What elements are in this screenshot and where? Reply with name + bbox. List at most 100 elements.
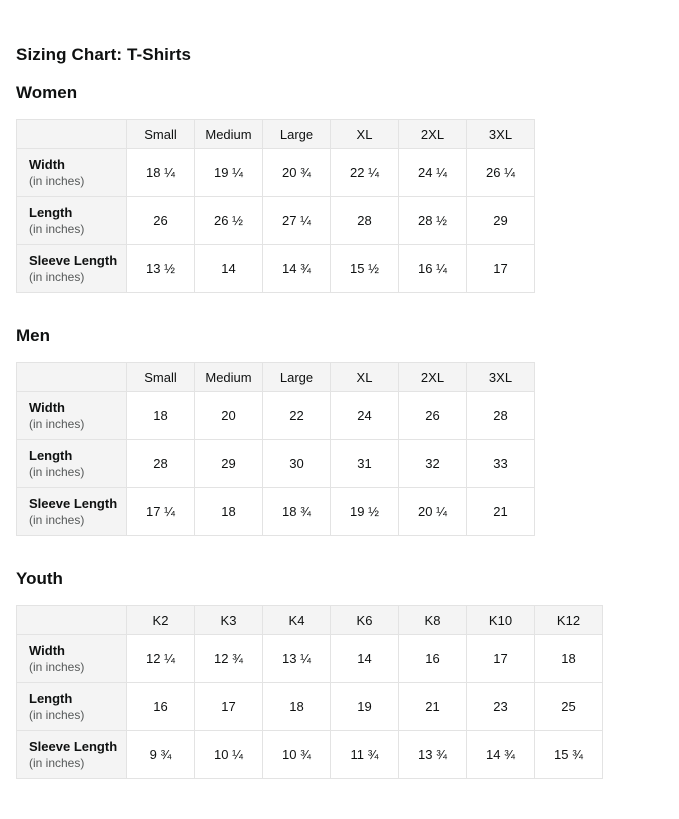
corner-cell [16, 605, 127, 635]
table-row: Width (in inches) 18 ¼ 19 ¼ 20 ¾ 22 ¼ 24 ¼ 26 ¼ [16, 148, 535, 197]
size-table-body: Width (in inches) 12 ¼ 12 ¾ 13 ¼ 14 16 17 18 Leng… [16, 634, 603, 779]
size-value-cell: 17 [466, 634, 535, 683]
row-label-cell: Width (in inches) [16, 634, 127, 683]
row-label-note: (in inches) [29, 465, 85, 479]
size-value-cell: 18 [194, 487, 263, 536]
size-value-cell: 27 ¼ [262, 196, 331, 245]
size-value-cell: 20 ¾ [262, 148, 331, 197]
row-label: Width [29, 400, 65, 415]
table-row: Length (in inches) 28 29 30 31 32 33 [16, 439, 535, 488]
size-value-cell: 16 [398, 634, 467, 683]
size-value-cell: 23 [466, 682, 535, 731]
size-value-cell: 26 ½ [194, 196, 263, 245]
size-value-cell: 28 [126, 439, 195, 488]
column-header-cell: K3 [194, 605, 263, 635]
size-value-cell: 14 [194, 244, 263, 293]
row-label: Width [29, 643, 65, 658]
size-value-cell: 13 ¼ [262, 634, 331, 683]
column-header-cell: 3XL [466, 362, 535, 392]
table-row: Sleeve Length (in inches) 13 ½ 14 14 ¾ 15 ½ 16… [16, 244, 535, 293]
row-label-cell: Sleeve Length (in inches) [16, 487, 127, 536]
table-row: Length (in inches) 26 26 ½ 27 ¼ 28 28 ½ 29 [16, 196, 535, 245]
row-label: Width [29, 157, 65, 172]
size-value-cell: 28 ½ [398, 196, 467, 245]
column-header-cell: Medium [194, 362, 263, 392]
size-value-cell: 11 ¾ [330, 730, 399, 779]
table-row: Sleeve Length (in inches) 17 ¼ 18 18 ¾ 19 ½ 20… [16, 487, 535, 536]
size-value-cell: 28 [466, 391, 535, 440]
row-label: Sleeve Length [29, 496, 118, 511]
size-value-cell: 20 [194, 391, 263, 440]
size-value-cell: 17 [466, 244, 535, 293]
size-value-cell: 12 ¾ [194, 634, 263, 683]
row-label-note: (in inches) [29, 708, 85, 722]
size-value-cell: 33 [466, 439, 535, 488]
corner-cell [16, 119, 127, 149]
column-header-cell: K10 [466, 605, 535, 635]
size-section-men: Men Small Medium Large XL 2XL 3XL Width (in inch… [16, 325, 663, 536]
size-value-cell: 22 [262, 391, 331, 440]
size-value-cell: 13 ¾ [398, 730, 467, 779]
size-value-cell: 15 ¾ [534, 730, 603, 779]
size-value-cell: 31 [330, 439, 399, 488]
size-value-cell: 16 [126, 682, 195, 731]
column-header-cell: Small [126, 362, 195, 392]
size-value-cell: 19 [330, 682, 399, 731]
size-value-cell: 24 ¼ [398, 148, 467, 197]
row-label-cell: Width (in inches) [16, 148, 127, 197]
size-value-cell: 16 ¼ [398, 244, 467, 293]
column-header-cell: 2XL [398, 362, 467, 392]
header-row: K2 K3 K4 K6 K8 K10 K12 [16, 605, 603, 635]
size-value-cell: 9 ¾ [126, 730, 195, 779]
column-header-cell: K6 [330, 605, 399, 635]
column-header-cell: 3XL [466, 119, 535, 149]
row-label-note: (in inches) [29, 270, 85, 284]
page-title: Sizing Chart: T-Shirts [16, 45, 192, 64]
column-header-cell: Small [126, 119, 195, 149]
size-value-cell: 18 [534, 634, 603, 683]
column-header-cell: Large [262, 362, 331, 392]
row-label: Length [29, 691, 73, 706]
size-value-cell: 18 [126, 391, 195, 440]
size-value-cell: 26 [398, 391, 467, 440]
size-value-cell: 19 ½ [330, 487, 399, 536]
row-label: Sleeve Length [29, 253, 118, 268]
size-value-cell: 18 ¼ [126, 148, 195, 197]
column-header-cell: XL [330, 119, 399, 149]
table-row: Width (in inches) 12 ¼ 12 ¾ 13 ¼ 14 16 17 18 [16, 634, 603, 683]
section-heading: Women [16, 83, 78, 102]
table-row: Width (in inches) 18 20 22 24 26 28 [16, 391, 535, 440]
size-table-head: Small Medium Large XL 2XL 3XL [16, 119, 535, 149]
header-row: Small Medium Large XL 2XL 3XL [16, 362, 535, 392]
size-value-cell: 28 [330, 196, 399, 245]
section-heading: Men [16, 326, 50, 345]
header-row: Small Medium Large XL 2XL 3XL [16, 119, 535, 149]
size-value-cell: 19 ¼ [194, 148, 263, 197]
table-row: Length (in inches) 16 17 18 19 21 23 25 [16, 682, 603, 731]
size-table-head: Small Medium Large XL 2XL 3XL [16, 362, 535, 392]
size-table-head: K2 K3 K4 K6 K8 K10 K12 [16, 605, 603, 635]
size-value-cell: 14 ¾ [466, 730, 535, 779]
row-label-cell: Sleeve Length (in inches) [16, 730, 127, 779]
column-header-cell: Medium [194, 119, 263, 149]
size-value-cell: 10 ¾ [262, 730, 331, 779]
size-section-youth: Youth K2 K3 K4 K6 K8 K10 K12 Width (in inches) 12 … [16, 568, 663, 779]
column-header-cell: Large [262, 119, 331, 149]
size-value-cell: 21 [466, 487, 535, 536]
size-table: K2 K3 K4 K6 K8 K10 K12 Width (in inches) 12 ¼ 12 ¾… [16, 605, 603, 779]
size-value-cell: 14 ¾ [262, 244, 331, 293]
column-header-cell: K8 [398, 605, 467, 635]
sections-container: Women Small Medium Large XL 2XL 3XL Width (in in… [16, 82, 663, 779]
size-section-women: Women Small Medium Large XL 2XL 3XL Width (in in… [16, 82, 663, 293]
size-value-cell: 18 [262, 682, 331, 731]
size-table-body: Width (in inches) 18 ¼ 19 ¼ 20 ¾ 22 ¼ 24 ¼ 26 ¼… [16, 148, 535, 293]
row-label-note: (in inches) [29, 174, 85, 188]
size-table: Small Medium Large XL 2XL 3XL Width (in inches)… [16, 119, 535, 293]
size-value-cell: 15 ½ [330, 244, 399, 293]
size-value-cell: 20 ¼ [398, 487, 467, 536]
row-label-cell: Sleeve Length (in inches) [16, 244, 127, 293]
row-label: Sleeve Length [29, 739, 118, 754]
size-value-cell: 14 [330, 634, 399, 683]
